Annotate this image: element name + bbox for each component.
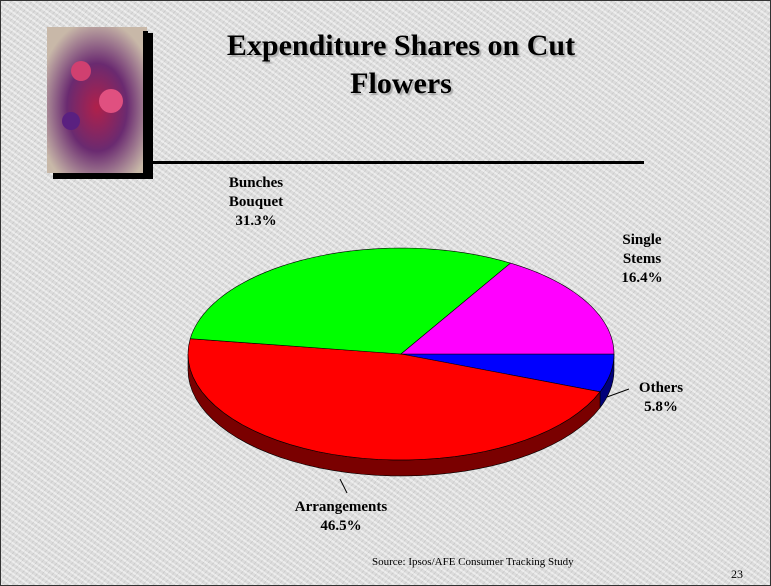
title-rule-vertical: [143, 31, 148, 176]
value-label: 31.3%: [235, 213, 277, 229]
chart-title: Expenditure Shares on Cut Flowers: [226, 29, 576, 100]
page-number: 23: [731, 567, 743, 581]
value-label: 46.5%: [320, 518, 362, 534]
value-label: 5.8%: [644, 399, 678, 415]
pie: [187, 247, 615, 477]
source: Source: Ipsos/AFE Consumer Tracking Stud…: [372, 556, 574, 568]
category-label: Arrangements: [294, 499, 388, 515]
slice-label: Others 5.8%: [621, 379, 701, 417]
category-label: Single Stems: [622, 232, 662, 267]
slice: [187, 338, 601, 461]
flower-image: [47, 27, 147, 173]
slice-label: Arrangements 46.5%: [281, 498, 401, 536]
value-label: 16.4%: [621, 270, 663, 286]
slice: [189, 247, 512, 355]
leader-line: [339, 478, 348, 494]
flower: [71, 61, 91, 81]
category-label: Bunches Bouquet: [228, 175, 284, 210]
slice-label: Bunches Bouquet 31.3%: [206, 174, 306, 231]
flower: [99, 89, 123, 113]
title-rule: [146, 161, 644, 164]
flower: [62, 112, 80, 130]
category-label: Others: [638, 380, 684, 396]
leader-line: [606, 388, 630, 398]
slice: [400, 353, 615, 393]
slice: [400, 262, 615, 355]
slice-label: Single Stems 16.4%: [606, 231, 678, 288]
